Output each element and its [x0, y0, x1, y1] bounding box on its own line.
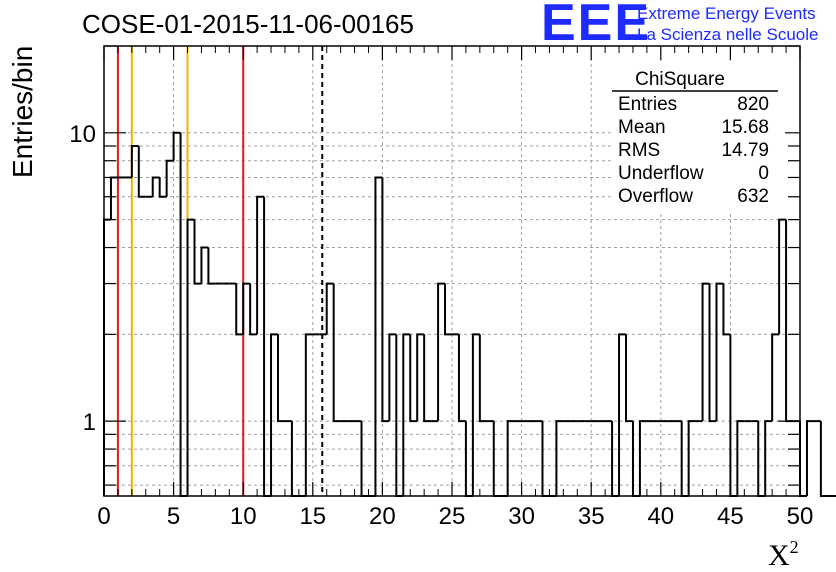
histogram-bin [158, 177, 167, 198]
histogram-bin [249, 283, 258, 336]
stats-label: Mean [618, 117, 666, 138]
x-tick-label: 45 [717, 503, 744, 530]
histogram-bin [638, 420, 647, 496]
x-tick-label: 5 [167, 503, 180, 530]
histogram-bin [242, 282, 251, 335]
stats-value: 632 [737, 186, 769, 207]
histogram-bin [165, 159, 174, 197]
x-tick-label: 50 [787, 503, 814, 530]
histogram-bin [409, 334, 418, 423]
histogram-bin [618, 333, 626, 496]
stats-value: 0 [758, 163, 769, 184]
histogram-bin [805, 420, 814, 496]
x-tick-label: 15 [299, 503, 326, 530]
histogram-bin [778, 218, 787, 335]
histogram-bin [374, 176, 383, 496]
histogram-bin [137, 145, 146, 198]
histogram-bin [701, 282, 710, 422]
histogram-bin [771, 333, 780, 422]
histogram-bin [687, 420, 696, 496]
histogram-bin [109, 176, 118, 220]
x-axis-label-x: X [768, 539, 790, 572]
histogram-bin [103, 218, 111, 496]
histogram-bin [625, 334, 633, 423]
histogram-bin [555, 420, 564, 496]
x-axis-label: X2 [768, 537, 799, 572]
histogram-bin [277, 334, 285, 423]
x-tick-label: 0 [97, 503, 110, 530]
stats-label: RMS [618, 140, 660, 161]
histogram-bin [332, 283, 341, 423]
stats-title: ChiSquare [635, 69, 725, 90]
histogram-bin [151, 176, 160, 197]
histogram-bin [785, 219, 794, 423]
histogram-bin [388, 333, 397, 422]
x-tick-label: 10 [230, 503, 257, 530]
histogram-bin [764, 420, 773, 496]
stats-label: Underflow [618, 163, 704, 184]
histogram-bin [130, 144, 139, 178]
histogram-bin [270, 333, 278, 496]
x-axis-label-superscript: 2 [790, 537, 799, 557]
y-tick-label: 1 [83, 409, 96, 436]
stats-value: 15.68 [721, 117, 769, 138]
histogram-bin [729, 334, 738, 497]
axis-ticks [103, 45, 801, 496]
histogram-bin [193, 219, 202, 285]
histogram-bin [207, 247, 216, 285]
histogram-bin [819, 421, 828, 497]
histogram-bin [471, 333, 480, 496]
stats-rows: Entries 820 Mean 15.68 RMS 14.79 Underflow 0 Ove… [618, 94, 769, 207]
stats-box: ChiSquare Entries 820 Mean 15.68 RMS 14.79 Und… [612, 62, 785, 212]
brand-line-1: Extreme Energy Events [637, 4, 816, 23]
stats-label: Entries [618, 94, 677, 115]
histogram-bin [325, 282, 334, 335]
brand-line-2: La Scienza nelle Scuole [637, 25, 818, 44]
histogram-bin [235, 283, 244, 336]
histogram-bin [444, 283, 452, 336]
stats-box-background [612, 62, 785, 212]
histogram-bin [172, 131, 181, 161]
histogram-bin [186, 218, 195, 496]
histogram-bin [423, 334, 432, 423]
histogram-bin [416, 333, 425, 422]
x-tick-label: 20 [369, 503, 396, 530]
stats-label: Overflow [618, 186, 693, 207]
histogram-bin [715, 282, 724, 422]
eee-logo: EEE [541, 0, 651, 52]
y-tick-label: 10 [69, 121, 96, 148]
histogram-bin [722, 283, 731, 336]
x-tick-label: 25 [439, 503, 466, 530]
x-tick-label: 30 [508, 503, 535, 530]
chart-title: COSE-01-2015-11-06-00165 [82, 9, 414, 39]
histogram-bin [304, 333, 313, 496]
histogram-bin [708, 283, 717, 423]
histogram-bin [736, 420, 745, 496]
histogram-bin [381, 177, 390, 423]
histogram-bin [478, 334, 487, 423]
histogram-bin [402, 333, 411, 496]
histogram-bin [457, 334, 466, 423]
histogram-bin [200, 246, 209, 284]
histogram-bin [395, 334, 404, 497]
stats-value: 820 [737, 94, 769, 115]
histogram-bin [263, 196, 272, 497]
histogram-bin [179, 132, 188, 497]
histogram-bin [506, 420, 515, 496]
x-tick-label: 40 [647, 503, 674, 530]
axis-tick-labels: 0 5 10 15 20 25 30 35 40 45 50 1 10 [69, 121, 813, 530]
y-axis-label: Entries/bin [7, 46, 38, 178]
stats-value: 14.79 [721, 140, 769, 161]
x-tick-label: 35 [578, 503, 605, 530]
histogram-bin [437, 282, 446, 422]
histogram-bin [256, 195, 265, 335]
histogram-bin [799, 421, 807, 497]
